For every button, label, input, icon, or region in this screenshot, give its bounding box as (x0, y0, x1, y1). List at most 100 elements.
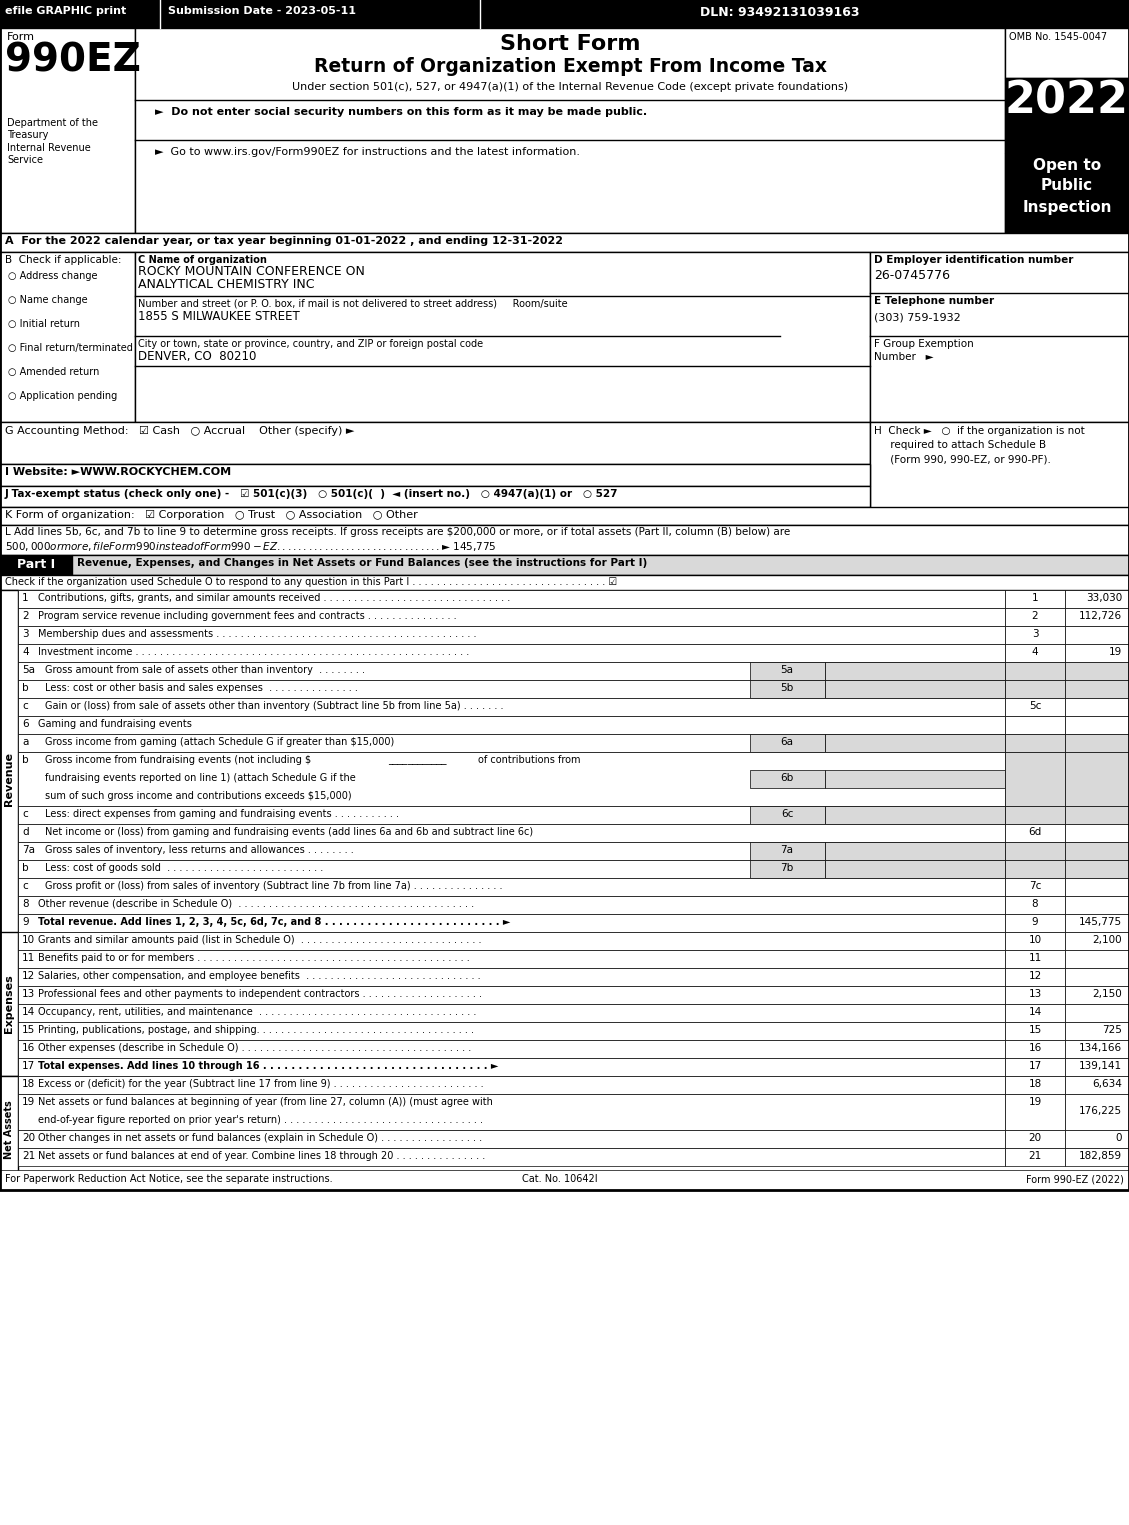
Text: 134,166: 134,166 (1079, 1043, 1122, 1052)
Text: 12: 12 (1029, 971, 1042, 981)
Text: 112,726: 112,726 (1079, 612, 1122, 621)
Text: 18: 18 (21, 1080, 35, 1089)
Text: 13: 13 (21, 990, 35, 999)
Text: Contributions, gifts, grants, and similar amounts received . . . . . . . . . . .: Contributions, gifts, grants, and simila… (38, 593, 510, 602)
Text: Part I: Part I (17, 558, 55, 570)
Bar (18, 860, 1005, 878)
Text: ►  Go to www.irs.gov/Form990EZ for instructions and the latest information.: ► Go to www.irs.gov/Form990EZ for instru… (155, 146, 580, 157)
Text: ANALYTICAL CHEMISTRY INC: ANALYTICAL CHEMISTRY INC (138, 278, 315, 291)
Bar (1065, 644, 1129, 662)
Text: For Paperwork Reduction Act Notice, see the separate instructions.: For Paperwork Reduction Act Notice, see … (5, 1174, 333, 1183)
Text: 2: 2 (1032, 612, 1039, 621)
Text: 5b: 5b (780, 683, 794, 692)
Text: Investment income . . . . . . . . . . . . . . . . . . . . . . . . . . . . . . . : Investment income . . . . . . . . . . . … (38, 647, 470, 657)
Bar (1065, 680, 1129, 698)
Bar (0, 422, 870, 464)
Text: Short Form: Short Form (500, 34, 640, 53)
Text: 20: 20 (1029, 1133, 1042, 1144)
Text: ○ Final return/terminated: ○ Final return/terminated (8, 343, 133, 352)
Text: Program service revenue including government fees and contracts . . . . . . . . : Program service revenue including govern… (38, 612, 456, 621)
Bar (18, 950, 1005, 968)
Bar (1005, 625, 1065, 644)
Text: 8: 8 (21, 900, 28, 909)
Bar (1005, 78, 1129, 152)
Text: 10: 10 (21, 935, 35, 945)
Text: Service: Service (7, 156, 43, 165)
Text: 19: 19 (1029, 1096, 1042, 1107)
Text: 15: 15 (21, 1025, 35, 1035)
Text: 1855 S MILWAUKEE STREET: 1855 S MILWAUKEE STREET (138, 310, 300, 323)
Bar (1005, 878, 1065, 897)
Bar (18, 807, 1005, 824)
Bar (1005, 680, 1065, 698)
Bar (1065, 717, 1129, 734)
Text: ○ Application pending: ○ Application pending (8, 390, 117, 401)
Bar (0, 590, 18, 968)
Text: 14: 14 (21, 1006, 35, 1017)
Text: 990EZ: 990EZ (5, 43, 141, 79)
Bar (18, 734, 1005, 752)
Text: Less: cost of goods sold  . . . . . . . . . . . . . . . . . . . . . . . . . .: Less: cost of goods sold . . . . . . . .… (45, 863, 323, 872)
Text: Total revenue. Add lines 1, 2, 3, 4, 5c, 6d, 7c, and 8 . . . . . . . . . . . . .: Total revenue. Add lines 1, 2, 3, 4, 5c,… (38, 917, 510, 927)
Bar (1005, 897, 1065, 913)
Bar (1005, 860, 1065, 878)
Bar (0, 0, 1129, 1190)
Text: 15: 15 (1029, 1025, 1042, 1035)
Bar (0, 932, 18, 1077)
Bar (1065, 1058, 1129, 1077)
Text: of contributions from: of contributions from (478, 755, 580, 766)
Text: end-of-year figure reported on prior year's return) . . . . . . . . . . . . . . : end-of-year figure reported on prior yea… (38, 1115, 483, 1125)
Bar (1065, 913, 1129, 932)
Text: Check if the organization used Schedule O to respond to any question in this Par: Check if the organization used Schedule … (5, 576, 618, 587)
Text: Other changes in net assets or fund balances (explain in Schedule O) . . . . . .: Other changes in net assets or fund bala… (38, 1133, 482, 1144)
Bar (1005, 1093, 1065, 1130)
Text: 13: 13 (1029, 990, 1042, 999)
Text: C Name of organization: C Name of organization (138, 255, 266, 265)
Bar (1005, 27, 1129, 78)
Text: required to attach Schedule B: required to attach Schedule B (874, 441, 1047, 450)
Text: Submission Date - 2023-05-11: Submission Date - 2023-05-11 (168, 6, 356, 15)
Text: (Form 990, 990-EZ, or 990-PF).: (Form 990, 990-EZ, or 990-PF). (874, 454, 1051, 464)
Bar (750, 860, 825, 878)
Text: Occupancy, rent, utilities, and maintenance  . . . . . . . . . . . . . . . . . .: Occupancy, rent, utilities, and maintena… (38, 1006, 476, 1017)
Text: OMB No. 1545-0047: OMB No. 1545-0047 (1009, 32, 1108, 43)
Bar (825, 842, 1005, 860)
Bar (135, 27, 1005, 233)
Text: a: a (21, 737, 28, 747)
Text: Membership dues and assessments . . . . . . . . . . . . . . . . . . . . . . . . : Membership dues and assessments . . . . … (38, 628, 476, 639)
Bar (1065, 608, 1129, 625)
Text: Professional fees and other payments to independent contractors . . . . . . . . : Professional fees and other payments to … (38, 990, 482, 999)
Text: DLN: 93492131039163: DLN: 93492131039163 (700, 6, 859, 18)
Text: Grants and similar amounts paid (list in Schedule O)  . . . . . . . . . . . . . : Grants and similar amounts paid (list in… (38, 935, 481, 945)
Text: 7b: 7b (780, 863, 794, 872)
Text: ____________: ____________ (388, 755, 446, 766)
Text: 19: 19 (21, 1096, 35, 1107)
Bar (18, 1058, 1005, 1077)
Bar (1005, 824, 1065, 842)
Bar (1005, 807, 1065, 824)
Text: ○ Address change: ○ Address change (8, 271, 97, 281)
Text: Net income or (loss) from gaming and fundraising events (add lines 6a and 6b and: Net income or (loss) from gaming and fun… (45, 827, 533, 837)
Text: Inspection: Inspection (1022, 200, 1112, 215)
Text: c: c (21, 702, 28, 711)
Text: 19: 19 (1109, 647, 1122, 657)
Text: Gross income from fundraising events (not including $: Gross income from fundraising events (no… (45, 755, 312, 766)
Text: 6b: 6b (780, 773, 794, 782)
Text: Form: Form (7, 32, 35, 43)
Bar (1065, 662, 1129, 680)
Bar (1005, 968, 1065, 987)
Bar (825, 680, 1005, 698)
Bar (1065, 842, 1129, 860)
Text: 1: 1 (21, 593, 28, 602)
Bar (1065, 860, 1129, 878)
Text: 7a: 7a (780, 845, 794, 856)
Text: Total expenses. Add lines 10 through 16 . . . . . . . . . . . . . . . . . . . . : Total expenses. Add lines 10 through 16 … (38, 1061, 498, 1071)
Bar (1065, 1003, 1129, 1022)
Bar (0, 486, 870, 506)
Bar (870, 252, 1129, 422)
Bar (18, 1022, 1005, 1040)
Text: Less: cost or other basis and sales expenses  . . . . . . . . . . . . . . .: Less: cost or other basis and sales expe… (45, 683, 358, 692)
Text: 6a: 6a (780, 737, 794, 747)
Text: Treasury: Treasury (7, 130, 49, 140)
Bar (1065, 897, 1129, 913)
